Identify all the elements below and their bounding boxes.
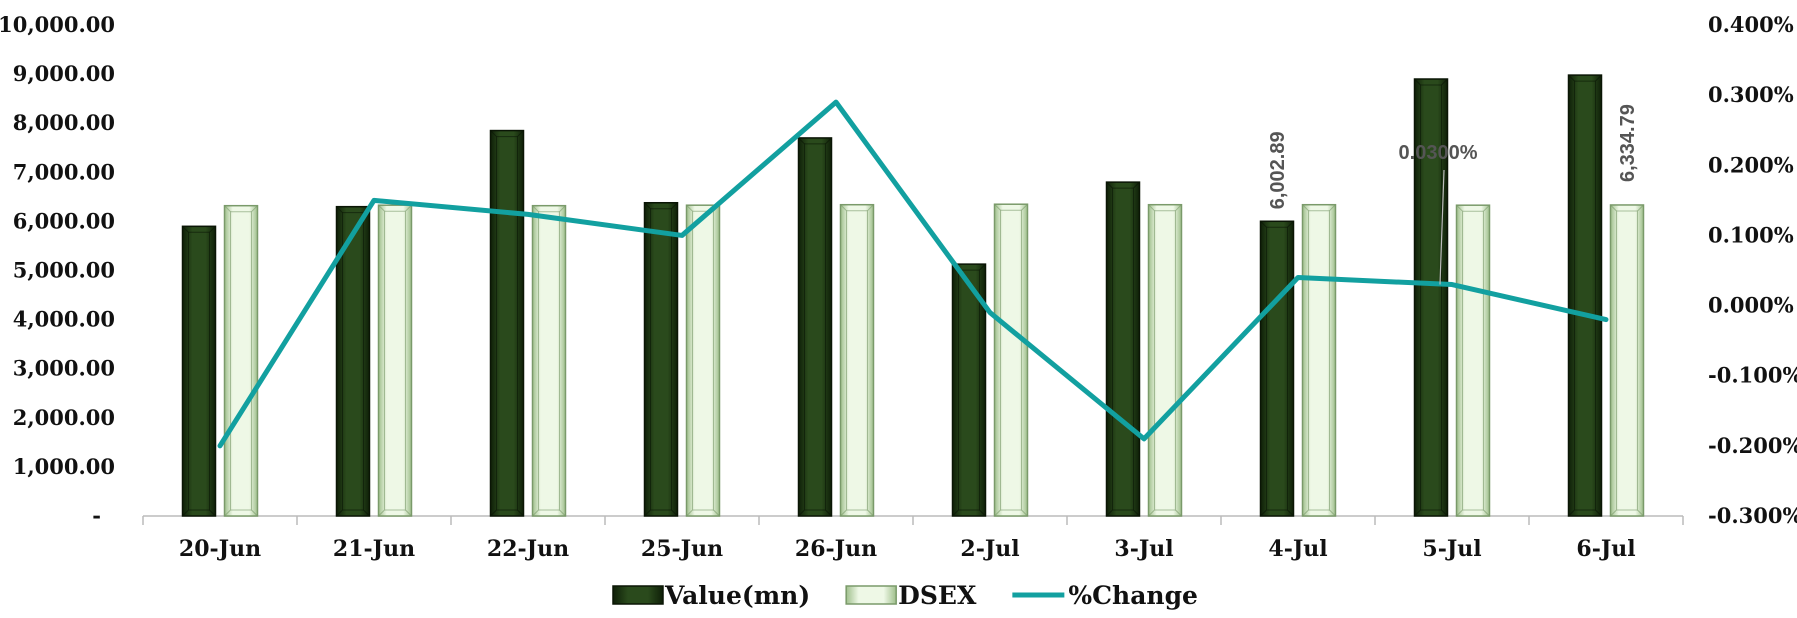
x-tick-label: 20-Jun xyxy=(179,536,261,562)
legend-item: DSEX xyxy=(845,581,977,610)
x-tick-label: 2-Jul xyxy=(960,536,1019,562)
legend-item: Value(mn) xyxy=(612,581,810,610)
leader-line xyxy=(1439,169,1445,285)
legend: Value(mn) DSEX %Change xyxy=(612,581,1198,610)
dsex-bar xyxy=(531,204,567,517)
legend-label: %Change xyxy=(1068,581,1198,610)
dsex-bar xyxy=(1455,204,1491,517)
dsex-bar xyxy=(1609,204,1645,517)
change-line-path xyxy=(217,99,1609,449)
left-tick-label: 6,000.00 xyxy=(13,208,115,233)
x-tick-label: 5-Jul xyxy=(1422,536,1481,562)
left-tick-label: - xyxy=(92,503,101,528)
left-tick-label: 8,000.00 xyxy=(13,110,115,135)
value-bar xyxy=(181,225,217,517)
value-bar xyxy=(643,201,679,517)
legend-label: Value(mn) xyxy=(664,581,810,610)
left-tick-label: 10,000.00 xyxy=(0,12,115,37)
left-tick-label: 2,000.00 xyxy=(13,405,115,430)
right-axis-ticks: -0.300% -0.200% -0.100% 0.000% 0.100% 0.200% 0… xyxy=(1708,12,1797,528)
x-tick-label: 22-Jun xyxy=(487,536,569,562)
x-tick-label: 3-Jul xyxy=(1114,536,1173,562)
value-bar xyxy=(797,137,833,517)
right-tick-label: -0.100% xyxy=(1708,363,1797,388)
right-tick-label: -0.300% xyxy=(1708,503,1797,528)
left-tick-label: 5,000.00 xyxy=(13,258,115,283)
legend-item: %Change xyxy=(1012,581,1198,610)
right-tick-label: 0.300% xyxy=(1708,82,1794,107)
value-bar xyxy=(951,263,987,517)
left-axis-ticks: - 1,000.00 2,000.00 3,000.00 4,000.00 5,000.0… xyxy=(0,12,115,528)
x-tick-label: 25-Jun xyxy=(641,536,723,562)
change-line xyxy=(217,99,1609,449)
legend-label: DSEX xyxy=(898,581,977,610)
dsex-bar xyxy=(839,203,875,517)
x-tick-label: 4-Jul xyxy=(1268,536,1327,562)
dsex-bars xyxy=(223,203,1645,517)
left-tick-label: 9,000.00 xyxy=(13,61,115,86)
left-tick-label: 7,000.00 xyxy=(13,159,115,184)
data-labels: 6,002.89 0.0300% 6,334.79 xyxy=(1267,104,1639,285)
value-bar xyxy=(1105,181,1141,517)
value-bar xyxy=(1413,78,1449,517)
legend-swatch xyxy=(612,585,664,605)
x-axis-ticks: 20-Jun 21-Jun 22-Jun 25-Jun 26-Jun 2-Jul 3-Jul… xyxy=(142,516,1684,562)
value-bar xyxy=(1259,220,1295,517)
x-tick-label: 26-Jun xyxy=(795,536,877,562)
right-tick-label: -0.200% xyxy=(1708,433,1797,458)
left-tick-label: 3,000.00 xyxy=(13,356,115,381)
data-label-value: 6,002.89 xyxy=(1267,131,1289,209)
value-bars xyxy=(181,74,1603,517)
dsex-bar xyxy=(377,204,413,517)
right-tick-label: 0.400% xyxy=(1708,12,1794,37)
legend-swatch xyxy=(845,585,897,605)
x-tick-label: 6-Jul xyxy=(1576,536,1635,562)
x-tick-label: 21-Jun xyxy=(333,536,415,562)
data-label-dsex: 6,334.79 xyxy=(1617,104,1639,182)
value-bar xyxy=(1567,74,1603,517)
left-tick-label: 4,000.00 xyxy=(13,307,115,332)
right-tick-label: 0.100% xyxy=(1708,222,1794,247)
dsex-bar xyxy=(685,204,721,517)
dsex-bar xyxy=(1301,203,1337,517)
value-bar xyxy=(489,129,525,517)
dsex-bar xyxy=(993,203,1029,517)
right-tick-label: 0.000% xyxy=(1708,293,1794,318)
right-tick-label: 0.200% xyxy=(1708,152,1794,177)
data-label-change: 0.0300% xyxy=(1399,142,1478,164)
left-tick-label: 1,000.00 xyxy=(13,454,115,479)
dsex-bar xyxy=(223,204,259,517)
dsex-bar xyxy=(1147,203,1183,517)
